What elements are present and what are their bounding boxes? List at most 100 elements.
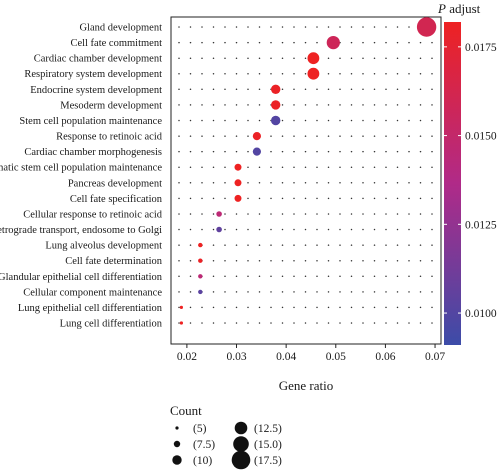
- grid-dot: [373, 119, 376, 122]
- size-legend-label: (17.5): [254, 455, 282, 467]
- grid-dot: [385, 275, 387, 278]
- grid-dot: [350, 306, 353, 309]
- grid-dot: [178, 135, 180, 137]
- grid-dot: [373, 150, 376, 153]
- grid-dot: [258, 213, 261, 215]
- grid-dot: [396, 259, 399, 262]
- grid-dot: [385, 259, 387, 262]
- grid-dot: [189, 291, 192, 293]
- grid-dot: [339, 104, 341, 106]
- grid-dot: [396, 119, 399, 122]
- grid-dot: [178, 150, 180, 153]
- grid-dot: [189, 104, 192, 106]
- grid-dot: [304, 104, 307, 106]
- grid-dot: [258, 182, 261, 184]
- grid-dot: [304, 72, 307, 75]
- grid-dot: [431, 135, 433, 137]
- grid-dot: [408, 135, 410, 137]
- grid-dot: [270, 197, 272, 200]
- data-point: [271, 84, 281, 95]
- grid-dot: [362, 259, 364, 262]
- grid-dot: [385, 104, 387, 106]
- grid-dot: [235, 306, 238, 309]
- grid-dot: [350, 322, 353, 324]
- grid-dot: [316, 119, 318, 122]
- grid-dot: [408, 306, 410, 309]
- grid-dot: [339, 182, 341, 184]
- grid-dot: [339, 275, 341, 278]
- grid-dot: [350, 259, 353, 262]
- grid-dot: [247, 119, 249, 122]
- grid-dot: [431, 88, 433, 91]
- grid-dot: [385, 135, 387, 137]
- grid-dot: [235, 57, 238, 59]
- grid-dot: [235, 72, 238, 75]
- grid-dot: [304, 166, 307, 168]
- grid-dot: [339, 26, 341, 28]
- grid-dot: [201, 322, 203, 324]
- grid-dot: [339, 119, 341, 122]
- grid-dot: [235, 213, 238, 215]
- grid-dot: [189, 322, 192, 324]
- y-tick-label: Cellular component maintenance: [23, 287, 162, 298]
- grid-dot: [385, 119, 387, 122]
- grid-dot: [373, 228, 376, 231]
- grid-dot: [178, 322, 180, 324]
- grid-dot: [224, 322, 226, 324]
- grid-dot: [293, 150, 295, 153]
- grid-dot: [247, 72, 249, 75]
- grid-dot: [339, 88, 341, 91]
- grid-dot: [431, 41, 433, 44]
- grid-dot: [316, 228, 318, 231]
- grid-dot: [339, 244, 341, 246]
- size-legend-swatch: [233, 436, 249, 452]
- grid-dot: [293, 291, 295, 293]
- color-legend-title-rest: adjust: [446, 1, 481, 16]
- grid-dot: [419, 322, 422, 324]
- grid-dot: [327, 197, 330, 200]
- grid-dot: [304, 291, 307, 293]
- grid-dot: [373, 104, 376, 106]
- grid-dot: [304, 322, 307, 324]
- grid-dot: [316, 88, 318, 91]
- grid-dot: [419, 259, 422, 262]
- grid-dot: [293, 88, 295, 91]
- y-tick-label: Cardiac chamber development: [34, 54, 162, 65]
- y-tick-label: Retrograde transport, endosome to Golgi: [0, 225, 162, 236]
- grid-dot: [350, 150, 353, 153]
- grid-dot: [362, 135, 364, 137]
- grid-dot: [178, 119, 180, 122]
- grid-dot: [304, 228, 307, 231]
- grid-dot: [373, 166, 376, 168]
- grid-dot: [327, 57, 330, 59]
- grid-dot: [235, 322, 238, 324]
- grid-dot: [235, 26, 238, 28]
- grid-dot: [293, 197, 295, 200]
- grid-dot: [178, 197, 180, 200]
- grid-dot: [247, 306, 249, 309]
- grid-dot: [281, 88, 284, 91]
- grid-dot: [385, 88, 387, 91]
- grid-dot: [178, 104, 180, 106]
- y-tick-label: Respiratory system development: [24, 69, 162, 80]
- grid-dot: [408, 291, 410, 293]
- grid-dot: [178, 306, 180, 309]
- grid-dot: [293, 228, 295, 231]
- grid-dot: [189, 135, 192, 137]
- grid-dot: [201, 104, 203, 106]
- grid-dot: [235, 88, 238, 91]
- grid-dot: [339, 228, 341, 231]
- grid-dot: [362, 26, 364, 28]
- grid-dot: [178, 72, 180, 75]
- color-legend-title-variable: P: [437, 1, 446, 16]
- grid-dot: [316, 213, 318, 215]
- grid-dot: [408, 88, 410, 91]
- grid-dot: [189, 182, 192, 184]
- grid-dot: [281, 135, 284, 137]
- grid-dot: [201, 306, 203, 309]
- grid-dot: [385, 57, 387, 59]
- grid-dot: [224, 182, 226, 184]
- grid-dot: [235, 291, 238, 293]
- grid-dot: [201, 182, 203, 184]
- grid-dot: [212, 119, 215, 122]
